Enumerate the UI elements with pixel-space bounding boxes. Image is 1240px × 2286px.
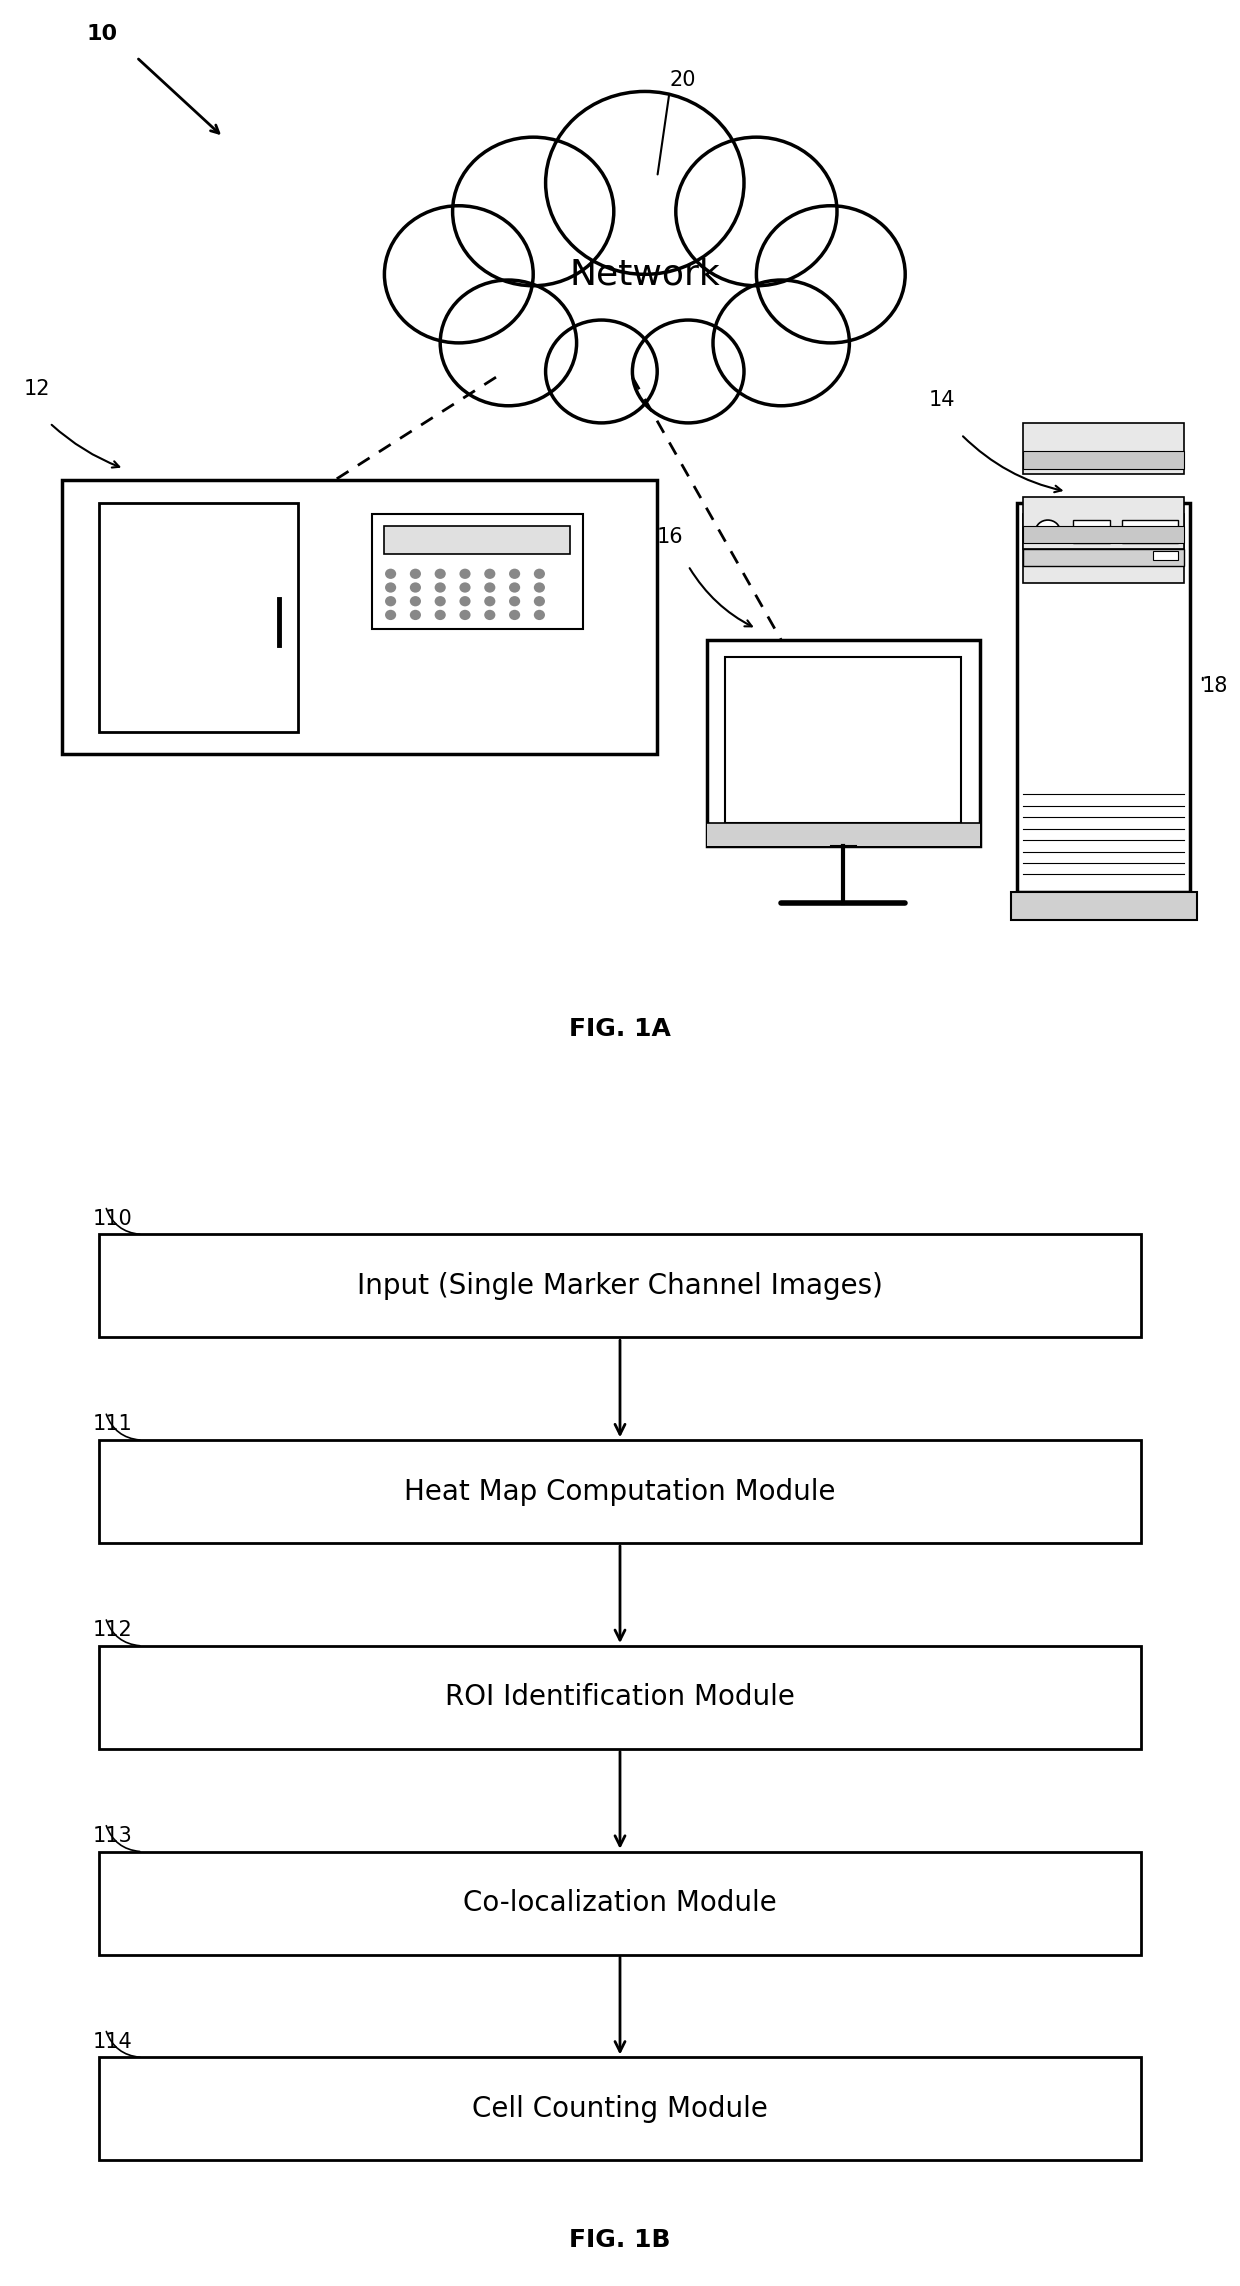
Bar: [1023, 423, 1184, 475]
Circle shape: [533, 583, 546, 592]
Circle shape: [676, 137, 837, 286]
Bar: [384, 526, 570, 553]
Text: 111: 111: [93, 1415, 133, 1436]
Text: Co-localization Module: Co-localization Module: [463, 1888, 777, 1918]
Circle shape: [434, 583, 446, 592]
Circle shape: [409, 583, 422, 592]
Bar: [1023, 514, 1184, 583]
Circle shape: [440, 281, 577, 407]
Text: 10: 10: [87, 25, 118, 43]
Circle shape: [386, 597, 397, 606]
Bar: [99, 1440, 1141, 1543]
Bar: [1011, 892, 1197, 919]
Text: Cell Counting Module: Cell Counting Module: [472, 2094, 768, 2124]
Circle shape: [510, 569, 521, 578]
Bar: [99, 2057, 1141, 2160]
Circle shape: [434, 569, 446, 578]
Bar: [99, 503, 298, 732]
Bar: [1017, 503, 1190, 892]
Circle shape: [386, 610, 397, 620]
Circle shape: [632, 320, 744, 423]
Text: Network: Network: [569, 258, 720, 290]
Circle shape: [713, 281, 849, 407]
Circle shape: [386, 569, 397, 578]
Circle shape: [459, 597, 471, 606]
Bar: [1023, 549, 1184, 565]
Circle shape: [459, 610, 471, 620]
Bar: [725, 658, 961, 823]
Bar: [99, 1234, 1141, 1337]
Bar: [1023, 496, 1184, 549]
Text: 20: 20: [670, 71, 696, 89]
Text: Heat Map Computation Module: Heat Map Computation Module: [404, 1477, 836, 1506]
Circle shape: [533, 597, 546, 606]
Circle shape: [409, 597, 422, 606]
Text: 14: 14: [929, 391, 956, 409]
Circle shape: [434, 597, 446, 606]
Text: 114: 114: [93, 2032, 133, 2053]
Bar: [707, 823, 980, 846]
Circle shape: [546, 320, 657, 423]
Bar: [1073, 521, 1110, 544]
Bar: [372, 514, 583, 629]
Circle shape: [484, 610, 496, 620]
Bar: [99, 1646, 1141, 1749]
Circle shape: [434, 610, 446, 620]
Text: FIG. 1A: FIG. 1A: [569, 1017, 671, 1040]
Bar: [1122, 521, 1178, 544]
Text: FIG. 1B: FIG. 1B: [569, 2229, 671, 2252]
Circle shape: [756, 206, 905, 343]
Text: ROI Identification Module: ROI Identification Module: [445, 1682, 795, 1712]
Bar: [99, 1852, 1141, 1955]
Bar: [62, 480, 657, 754]
Circle shape: [484, 583, 496, 592]
Bar: [1023, 453, 1184, 469]
Text: 18: 18: [1202, 677, 1228, 695]
Bar: [1153, 551, 1178, 560]
Circle shape: [510, 583, 521, 592]
Bar: [1023, 526, 1184, 544]
Circle shape: [1035, 519, 1060, 542]
Circle shape: [510, 597, 521, 606]
Circle shape: [533, 569, 546, 578]
Text: 112: 112: [93, 1621, 133, 1641]
Circle shape: [453, 137, 614, 286]
Bar: [707, 640, 980, 846]
Circle shape: [484, 597, 496, 606]
Circle shape: [384, 206, 533, 343]
Circle shape: [409, 569, 422, 578]
Circle shape: [546, 91, 744, 274]
Text: 113: 113: [93, 1827, 133, 1847]
Circle shape: [459, 583, 471, 592]
Circle shape: [459, 569, 471, 578]
Circle shape: [386, 583, 397, 592]
Text: Input (Single Marker Channel Images): Input (Single Marker Channel Images): [357, 1271, 883, 1301]
Text: 110: 110: [93, 1209, 133, 1230]
Circle shape: [510, 610, 521, 620]
Circle shape: [533, 610, 546, 620]
Text: 16: 16: [656, 528, 683, 546]
Circle shape: [409, 610, 422, 620]
Circle shape: [484, 569, 496, 578]
Text: 12: 12: [24, 379, 51, 398]
